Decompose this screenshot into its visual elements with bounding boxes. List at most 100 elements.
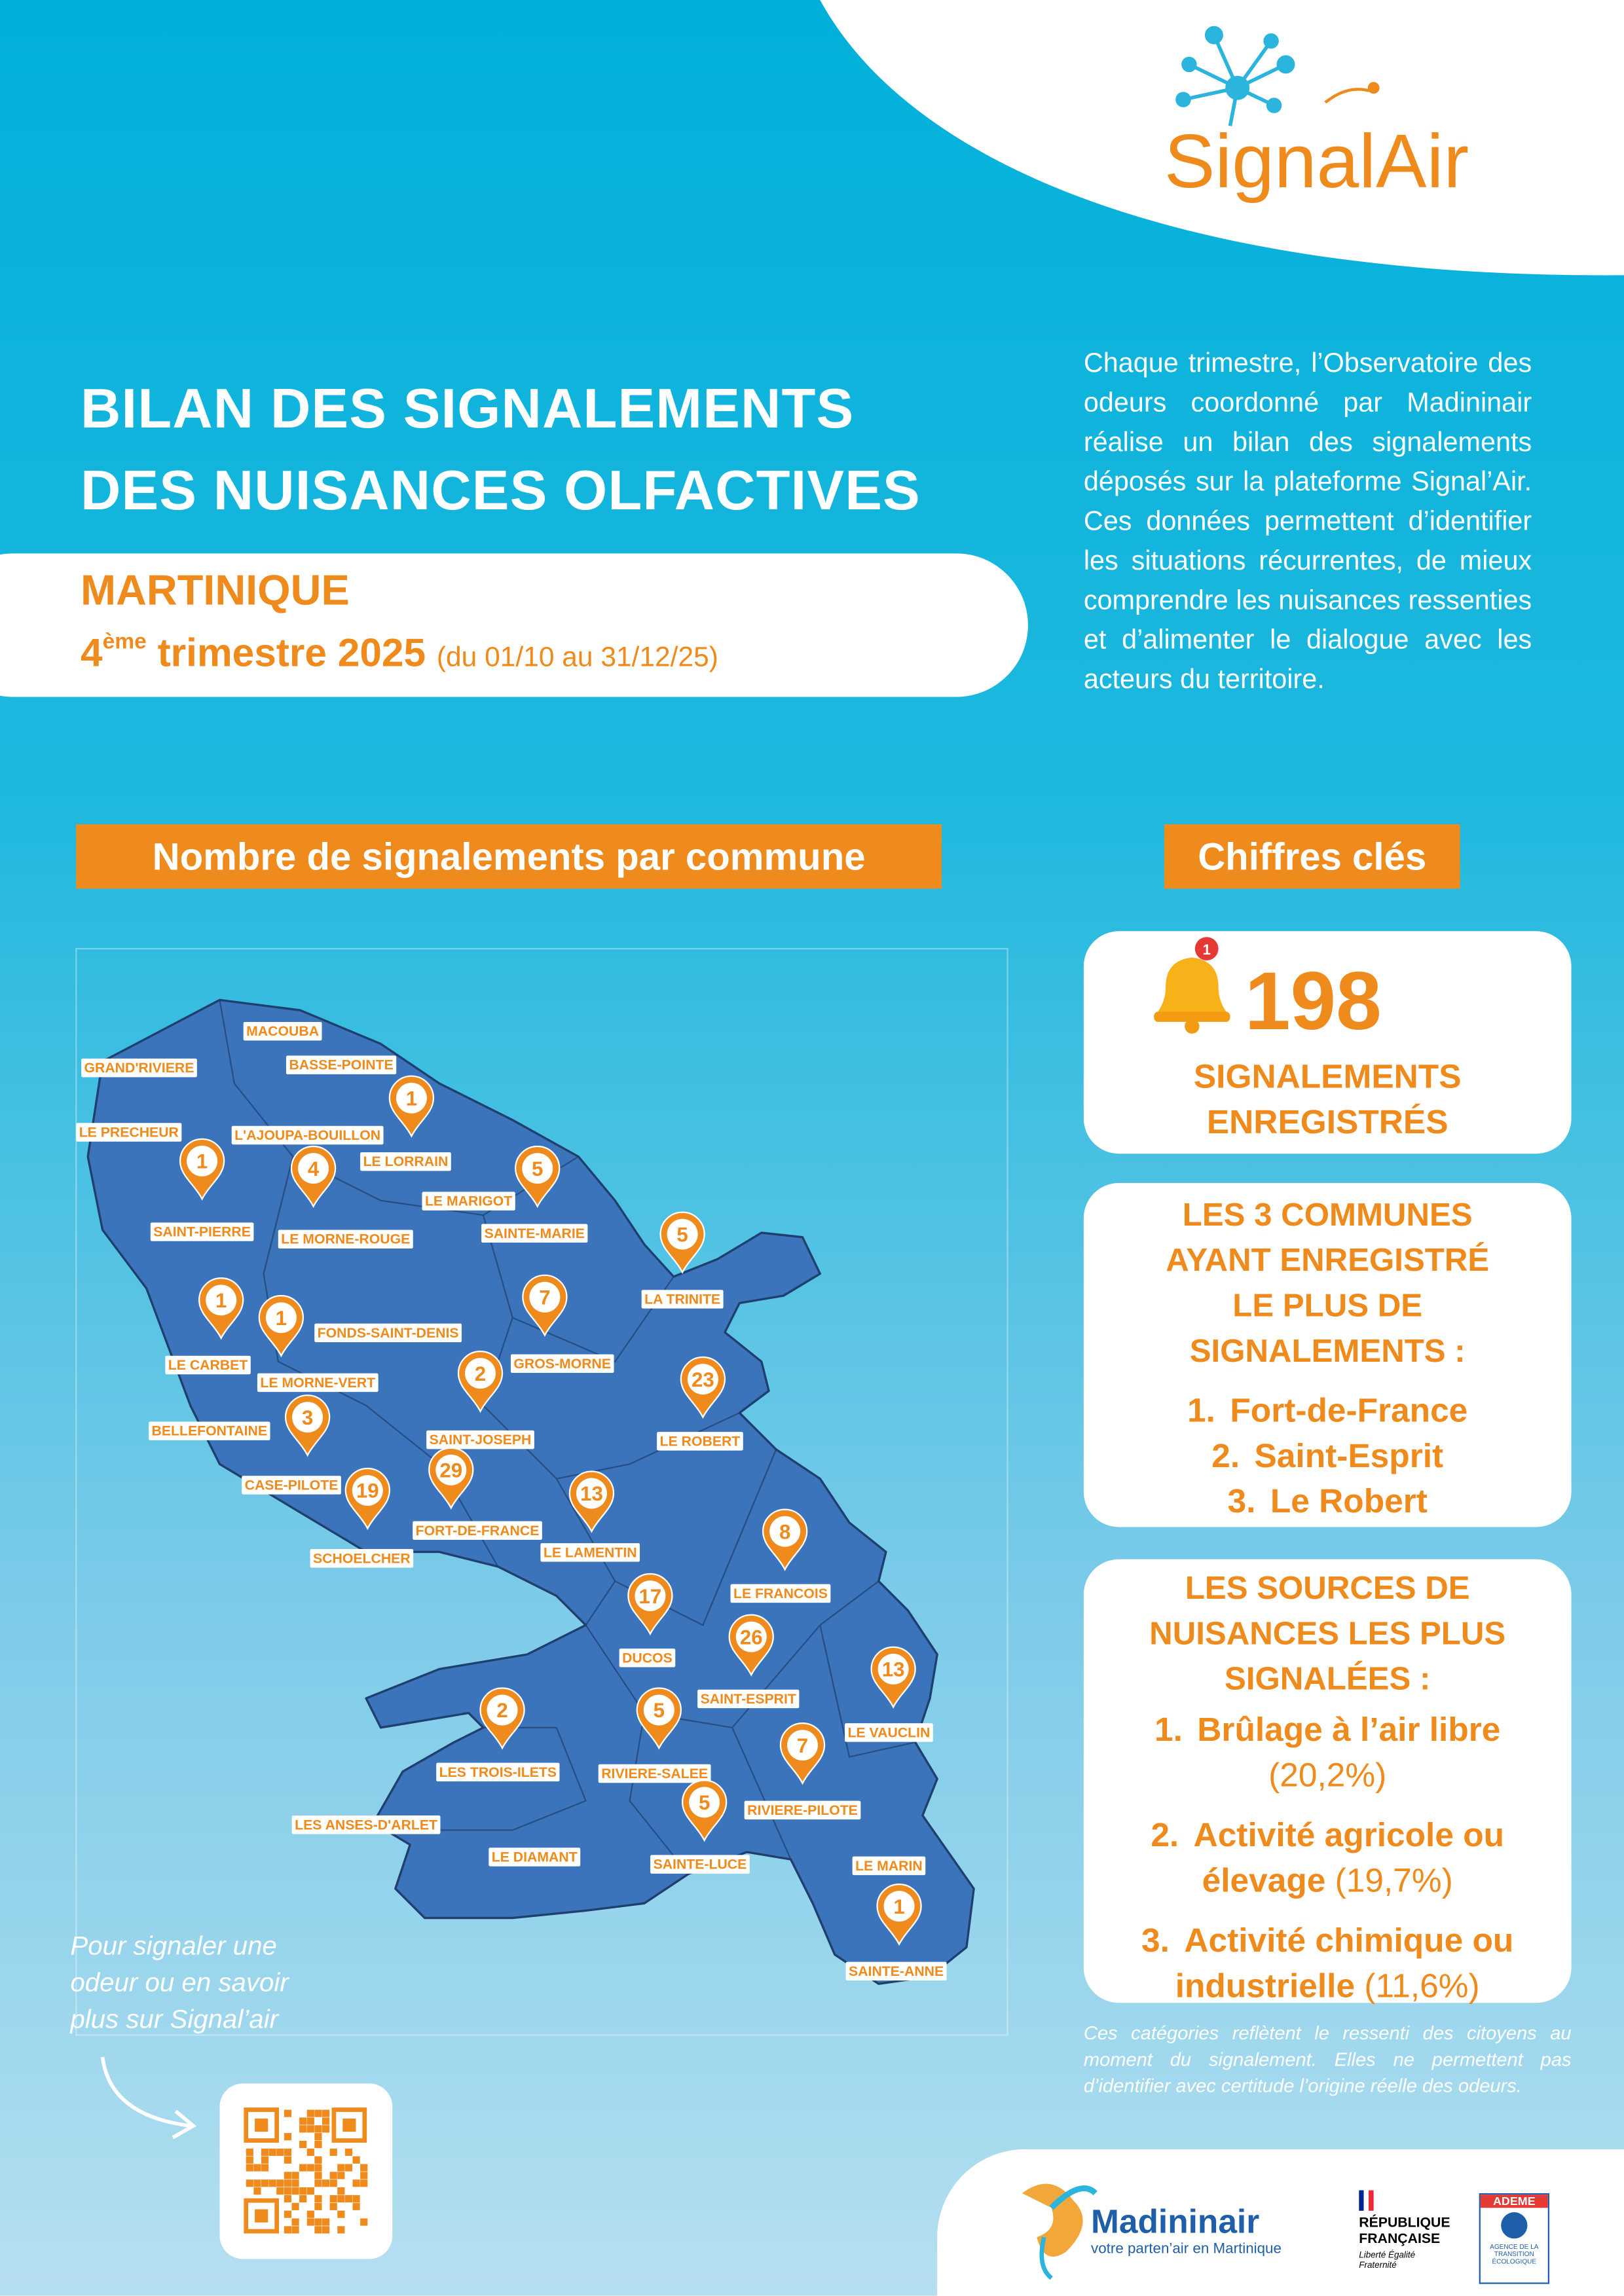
commune-label-bg (165, 1355, 251, 1375)
commune-label-bg (510, 1354, 614, 1374)
ademe-logo: ADEME AGENCE DE LA TRANSITION ÉCOLOGIQUE (1479, 2193, 1550, 2284)
commune-label-bg (540, 1543, 640, 1562)
commune-label: DUCOS (622, 1650, 673, 1666)
card-title: LES SOURCES DE NUISANCES LES PLUS SIGNAL… (1084, 1565, 1572, 1702)
region: MARTINIQUE (80, 568, 350, 615)
top-source: 2. Activité agricole ou élevage (19,7%) (1124, 1813, 1530, 1904)
pin-hole (787, 1730, 818, 1761)
card-title: LES 3 COMMUNES AYANT ENREGISTRÉ LE PLUS … (1084, 1192, 1572, 1373)
commune-label: LE DIAMANT (492, 1849, 578, 1865)
commune: LE CARBET (165, 1355, 251, 1375)
qr-module (284, 2226, 292, 2234)
qr-finder (331, 2107, 367, 2143)
pin: 19 (344, 1467, 390, 1531)
map-frame (75, 948, 1008, 2036)
pin-count: 5 (676, 1223, 688, 1246)
pin-hole (265, 1302, 297, 1334)
pin-hole (667, 1218, 698, 1250)
card-title-line: NUISANCES LES PLUS (1149, 1614, 1506, 1652)
commune-label: FORT-DE-FRANCE (416, 1523, 540, 1539)
source-share: (19,7%) (1335, 1861, 1453, 1899)
qr-module (246, 2164, 253, 2172)
pin: 4 (290, 1145, 337, 1209)
qr-module (291, 2202, 299, 2210)
devise: Liberté Égalité Fraternité (1359, 2251, 1416, 2271)
commune-label-bg (481, 1224, 588, 1243)
key-figures-heading: Chiffres clés (1164, 824, 1460, 889)
pin-hole (643, 1694, 674, 1726)
marianne (1359, 2190, 1374, 2211)
qr-module (314, 2156, 322, 2164)
qr-module (337, 2210, 345, 2218)
header-decoration: SignalAir (820, 0, 1624, 276)
rank: 2. (1151, 1815, 1179, 1854)
top-sources-list: 1. Brûlage à l’air libre (20,2%) 2. Activit… (1084, 1707, 1572, 2009)
commune: LE MARIN (852, 1856, 926, 1876)
qr-module (314, 2202, 322, 2210)
qr-module (314, 2133, 322, 2141)
top-commune: 2. Saint-Esprit (1084, 1433, 1572, 1478)
source-share: (20,2%) (1268, 1755, 1387, 1794)
title-line: BILAN DES SIGNALEMENTS (80, 379, 855, 441)
title-line: DES NUISANCES OLFACTIVES (80, 461, 921, 523)
commune-label-bg (730, 1584, 831, 1603)
qr-module (253, 2187, 261, 2195)
commune-label: SAINTE-MARIE (485, 1226, 585, 1241)
qr-module (253, 2179, 261, 2187)
qr-module (299, 2140, 307, 2149)
qr-module (246, 2148, 253, 2156)
qr-module (261, 2148, 269, 2156)
qr-module (314, 2218, 322, 2226)
period: (du 01/10 au 31/12/25) (436, 642, 718, 674)
pin: 2 (479, 1687, 525, 1750)
map-heading: Nombre de signalements par commune (76, 824, 942, 889)
qr-module (268, 2179, 276, 2187)
qr-module (284, 2195, 292, 2203)
commune-label: LE LAMENTIN (544, 1544, 637, 1560)
qr-module (329, 2195, 337, 2203)
qr-module (322, 2117, 330, 2125)
qr-code (219, 2083, 393, 2259)
commune-label-bg (286, 1055, 397, 1074)
qr-module (352, 2202, 360, 2210)
pin-count: 5 (699, 1791, 710, 1814)
commune: SAINTE-MARIE (481, 1224, 588, 1243)
qr-module (306, 2125, 314, 2133)
pin-count: 8 (779, 1520, 790, 1543)
commune-label-bg (413, 1521, 542, 1540)
commune: LE LAMENTIN (540, 1543, 640, 1562)
qr-module (291, 2179, 299, 2187)
source-name: Activité agricole ou élevage (1193, 1815, 1505, 1899)
commune: SAINT-PIERRE (150, 1222, 254, 1241)
qr-module (344, 2148, 353, 2156)
period-pill (0, 553, 1028, 697)
qr-module (337, 2172, 345, 2179)
top-sources-card: LES SOURCES DE NUISANCES LES PLUS SIGNAL… (1083, 1559, 1572, 2004)
commune-label-bg (150, 1222, 254, 1241)
qr-module (268, 2148, 276, 2156)
commune-label-bg (81, 1058, 197, 1078)
card-title-line: LES SOURCES DE (1185, 1569, 1470, 1607)
top-communes-list: 1. Fort-de-France 2. Saint-Esprit 3. Le Rober… (1084, 1388, 1572, 1524)
commune-label: L'AJOUPA-BOUILLON (234, 1127, 380, 1143)
qr-module (314, 2179, 322, 2187)
madininair-name: Madininair (1091, 2202, 1260, 2240)
commune: LE LORRAIN (360, 1152, 451, 1171)
pin-count: 1 (215, 1289, 227, 1312)
qr-module (284, 2210, 292, 2218)
pin: 1 (876, 1884, 922, 1946)
commune: LE MARIGOT (422, 1192, 515, 1211)
commune-label: SAINT-JOSEPH (430, 1432, 532, 1448)
commune-label: FONDS-SAINT-DENIS (318, 1325, 459, 1341)
pin-count: 17 (639, 1585, 662, 1608)
qr-module (322, 2179, 330, 2187)
qr-module (284, 2133, 292, 2141)
commune-label-bg (76, 1123, 182, 1142)
commune-label-bg (360, 1152, 451, 1171)
source-share: (11,6%) (1364, 1966, 1480, 2005)
qr-module (306, 2148, 314, 2156)
pin: 5 (515, 1145, 561, 1209)
qr-module (314, 2195, 322, 2203)
commune: FONDS-SAINT-DENIS (314, 1323, 462, 1343)
